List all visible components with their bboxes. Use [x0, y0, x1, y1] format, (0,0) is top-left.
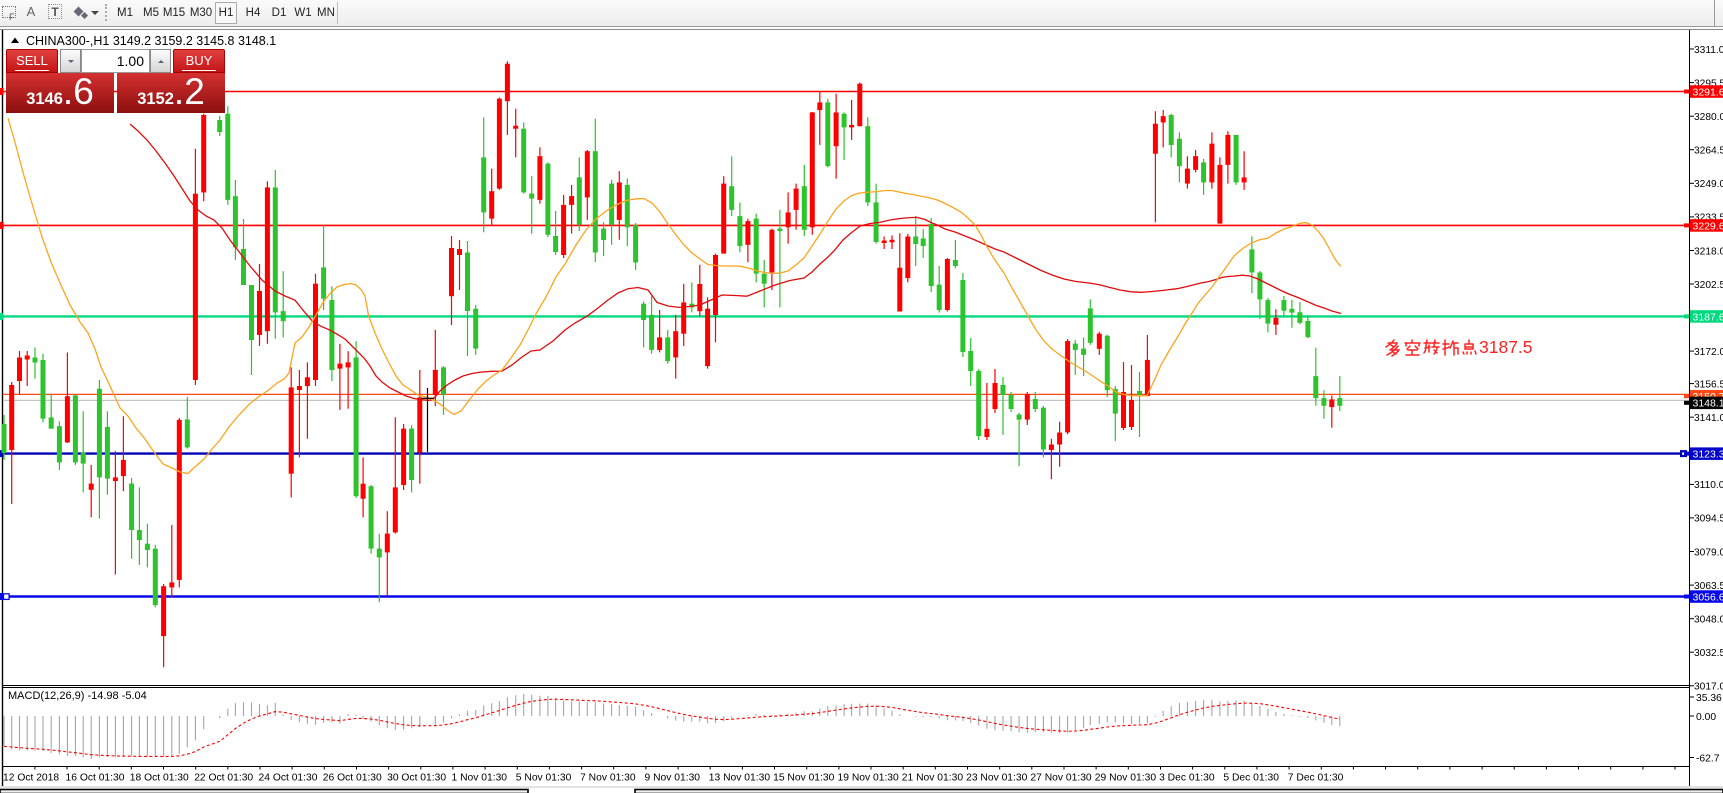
svg-text:5 Dec 01:30: 5 Dec 01:30: [1223, 773, 1279, 784]
svg-text:3187.5: 3187.5: [1479, 337, 1533, 357]
svg-text:3295.5: 3295.5: [1694, 78, 1723, 89]
svg-text:3172.0: 3172.0: [1694, 347, 1723, 358]
svg-text:MACD(12,26,9) -14.98 -5.04: MACD(12,26,9) -14.98 -5.04: [8, 690, 147, 702]
svg-text:5 Nov 01:30: 5 Nov 01:30: [516, 773, 572, 784]
svg-text:3123.3: 3123.3: [1693, 449, 1723, 461]
svg-text:3048.0: 3048.0: [1694, 615, 1723, 626]
svg-text:-62.7: -62.7: [1696, 753, 1720, 764]
svg-text:3017.0: 3017.0: [1694, 682, 1723, 693]
svg-text:3218.0: 3218.0: [1694, 246, 1723, 257]
svg-text:3 Dec 01:30: 3 Dec 01:30: [1159, 773, 1215, 784]
svg-text:3202.5: 3202.5: [1694, 280, 1723, 291]
svg-text:27 Nov 01:30: 27 Nov 01:30: [1030, 773, 1092, 784]
svg-text:19 Nov 01:30: 19 Nov 01:30: [838, 773, 900, 784]
svg-text:12 Oct 2018: 12 Oct 2018: [3, 773, 59, 784]
svg-text:3148.1: 3148.1: [1693, 398, 1723, 410]
svg-text:26 Oct 01:30: 26 Oct 01:30: [323, 773, 382, 784]
svg-text:3110.0: 3110.0: [1694, 480, 1723, 491]
svg-text:3141.0: 3141.0: [1694, 413, 1723, 424]
svg-text:35.36: 35.36: [1696, 693, 1722, 704]
svg-text:3311.0: 3311.0: [1694, 45, 1723, 56]
svg-text:0.00: 0.00: [1696, 712, 1716, 723]
svg-text:7 Nov 01:30: 7 Nov 01:30: [580, 773, 636, 784]
svg-text:16 Oct 01:30: 16 Oct 01:30: [66, 773, 125, 784]
svg-text:1 Nov 01:30: 1 Nov 01:30: [452, 773, 508, 784]
svg-text:3032.5: 3032.5: [1694, 648, 1723, 659]
svg-text:18 Oct 01:30: 18 Oct 01:30: [130, 773, 189, 784]
svg-text:3187.6: 3187.6: [1693, 311, 1723, 323]
svg-text:3233.5: 3233.5: [1694, 213, 1723, 224]
svg-text:3079.0: 3079.0: [1694, 547, 1723, 558]
svg-text:3249.0: 3249.0: [1694, 179, 1723, 190]
svg-text:29 Nov 01:30: 29 Nov 01:30: [1095, 773, 1157, 784]
svg-text:23 Nov 01:30: 23 Nov 01:30: [966, 773, 1028, 784]
svg-text:3156.5: 3156.5: [1694, 379, 1723, 390]
svg-text:CHINA300-,H1 3149.2 3159.2 31: CHINA300-,H1 3149.2 3159.2 3145.8 3148.1: [26, 34, 276, 48]
svg-text:3291.6: 3291.6: [1693, 86, 1723, 98]
svg-text:21 Nov 01:30: 21 Nov 01:30: [902, 773, 964, 784]
svg-text:24 Oct 01:30: 24 Oct 01:30: [259, 773, 318, 784]
svg-text:30 Oct 01:30: 30 Oct 01:30: [387, 773, 446, 784]
svg-text:3056.6: 3056.6: [1693, 591, 1723, 603]
svg-text:3264.5: 3264.5: [1694, 146, 1723, 157]
svg-text:3229.6: 3229.6: [1693, 220, 1723, 232]
svg-text:13 Nov 01:30: 13 Nov 01:30: [709, 773, 771, 784]
svg-text:22 Oct 01:30: 22 Oct 01:30: [194, 773, 253, 784]
svg-text:9 Nov 01:30: 9 Nov 01:30: [645, 773, 701, 784]
svg-text:3063.5: 3063.5: [1694, 581, 1723, 592]
svg-text:15 Nov 01:30: 15 Nov 01:30: [773, 773, 835, 784]
svg-text:3094.5: 3094.5: [1694, 514, 1723, 525]
svg-text:3280.0: 3280.0: [1694, 112, 1723, 123]
svg-text:7 Dec 01:30: 7 Dec 01:30: [1288, 773, 1344, 784]
